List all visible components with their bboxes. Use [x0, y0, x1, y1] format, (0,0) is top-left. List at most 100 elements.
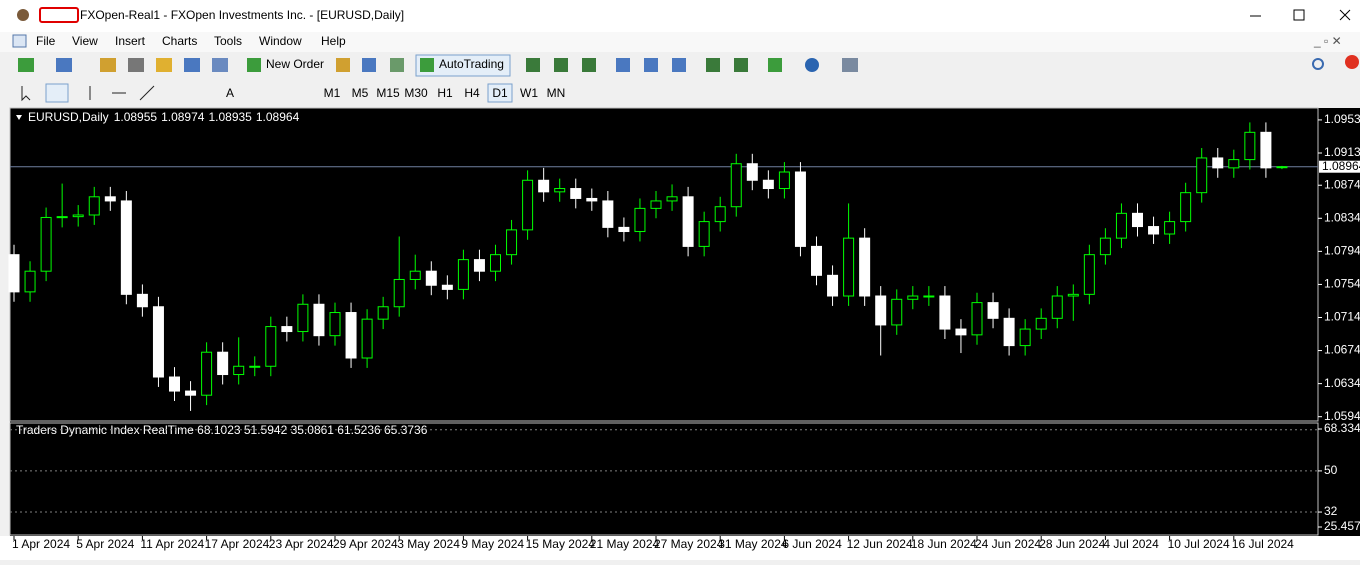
redaction [39, 7, 79, 23]
menu-item[interactable]: File [36, 34, 56, 48]
icon[interactable] [18, 58, 34, 72]
timeframe[interactable]: H1 [437, 86, 453, 100]
close[interactable] [1339, 9, 1351, 21]
doc-icon [12, 34, 27, 48]
candle-body [714, 206, 726, 223]
candle-body [88, 196, 100, 216]
icon[interactable] [184, 58, 200, 72]
icon[interactable] [554, 58, 568, 72]
menu-item[interactable]: Charts [162, 34, 197, 48]
icon[interactable] [644, 58, 658, 72]
timeframe[interactable]: M15 [376, 86, 400, 100]
icon[interactable] [526, 58, 540, 72]
collapse-arrow[interactable] [16, 115, 22, 120]
trendline-tool[interactable] [139, 85, 155, 101]
candle-body [891, 298, 903, 326]
symbol: EURUSD,Daily [28, 110, 109, 124]
menu-item[interactable]: View [72, 34, 98, 48]
new-order[interactable]: New Order [266, 57, 324, 71]
candle-body [1115, 212, 1127, 239]
timeframe[interactable]: M1 [324, 86, 341, 100]
icon[interactable] [420, 58, 434, 72]
candle-body [506, 229, 518, 256]
x-tick-label: 10 Jul 2024 [1168, 537, 1230, 551]
y-tick-label: 1.08340 [1324, 210, 1360, 224]
icon[interactable] [100, 58, 116, 72]
candle-body [1003, 317, 1015, 347]
x-tick-label: 12 Jun 2024 [847, 537, 913, 551]
cursor-tool[interactable] [21, 86, 31, 102]
title-bar [0, 0, 1360, 32]
x-tick-label: 11 Apr 2024 [140, 537, 204, 551]
icon[interactable] [582, 58, 596, 72]
timeframe[interactable]: D1 [492, 86, 508, 100]
x-tick-label: 21 May 2024 [590, 537, 660, 551]
candle-body [152, 306, 164, 378]
icon[interactable] [672, 58, 686, 72]
icon[interactable] [805, 58, 819, 72]
timeframe[interactable]: M30 [404, 86, 428, 100]
autotrading[interactable]: AutoTrading [439, 57, 504, 71]
x-tick-label: 1 Apr 2024 [12, 537, 70, 551]
x-tick-label: 3 May 2024 [397, 537, 460, 551]
candle-body [1067, 293, 1079, 297]
icon[interactable] [734, 58, 748, 72]
ohlc-close: 1.08964 [256, 110, 300, 124]
sub-frame [9, 422, 1319, 536]
icon[interactable] [706, 58, 720, 72]
candle-body [554, 188, 566, 193]
candle-body [1132, 212, 1143, 228]
y-tick-label: 1.07940 [1324, 244, 1360, 258]
y-tick-label: 1.09130 [1324, 145, 1360, 159]
window-title: FXOpen-Real1 - FXOpen Investments Inc. -… [80, 8, 404, 22]
icon[interactable] [56, 58, 72, 72]
candle-body [634, 207, 646, 233]
candle-body [329, 312, 341, 337]
candle-body [586, 197, 598, 202]
menu-item[interactable]: Insert [115, 34, 146, 48]
candle-body [297, 303, 309, 333]
icon[interactable] [156, 58, 172, 72]
search-icon[interactable] [1312, 58, 1324, 70]
candle-body [1180, 192, 1192, 223]
menu-item[interactable]: Tools [214, 34, 242, 48]
icon[interactable] [247, 58, 261, 72]
icon[interactable] [390, 58, 404, 72]
menu: File View Insert Charts Tools Window Help [36, 34, 346, 48]
timeframe[interactable]: H4 [464, 86, 480, 100]
candle-body [538, 179, 550, 193]
icon[interactable] [362, 58, 376, 72]
x-tick-label: 5 Apr 2024 [76, 537, 134, 551]
candle-body [120, 200, 132, 295]
icon[interactable] [128, 58, 144, 72]
candle-body [361, 318, 373, 359]
notification-icon[interactable] [1345, 55, 1359, 69]
candle-body [666, 196, 678, 202]
candle-body [1196, 157, 1208, 194]
text-tool[interactable]: A [226, 86, 234, 100]
maximize[interactable] [1293, 9, 1305, 21]
y-tick-label: 68.3343 [1324, 421, 1360, 435]
crosshair-tool[interactable] [45, 83, 69, 103]
candle-body [522, 179, 534, 231]
candle-body [875, 295, 887, 326]
icon[interactable] [616, 58, 630, 72]
timeframe[interactable]: M5 [352, 86, 369, 100]
candle-body [987, 302, 999, 319]
icon[interactable] [842, 58, 858, 72]
candle-body [730, 163, 742, 208]
y-tick-label: 25.4579 [1324, 519, 1360, 533]
autotrading-button[interactable] [415, 54, 511, 77]
candle-body [1019, 328, 1031, 347]
icon[interactable] [336, 58, 350, 72]
menu-item[interactable]: Window [259, 34, 302, 48]
menu-item[interactable]: Help [321, 34, 346, 48]
mdi-controls[interactable]: _ ▫ ✕ [1313, 34, 1342, 48]
icon[interactable] [212, 58, 228, 72]
timeframe[interactable]: MN [547, 86, 566, 100]
timeframe[interactable]: W1 [520, 86, 538, 100]
candle-body [425, 270, 437, 286]
candle-body [1164, 221, 1176, 235]
icon[interactable] [768, 58, 782, 72]
